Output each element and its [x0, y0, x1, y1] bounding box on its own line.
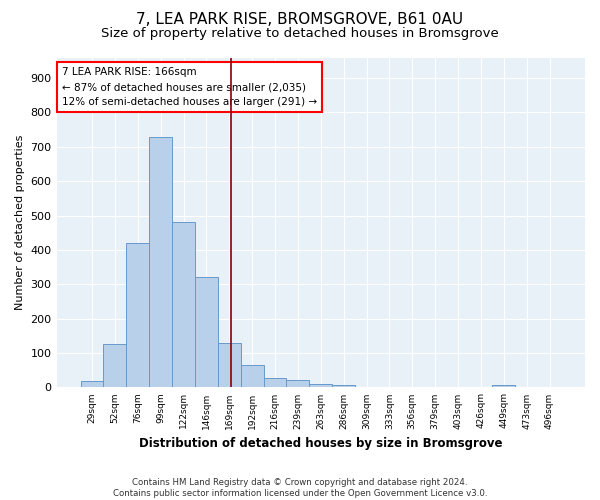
X-axis label: Distribution of detached houses by size in Bromsgrove: Distribution of detached houses by size … [139, 437, 503, 450]
Bar [127, 243, 149, 388]
Text: Contains HM Land Registry data © Crown copyright and database right 2024.
Contai: Contains HM Land Registry data © Crown c… [113, 478, 487, 498]
Bar [263, 378, 286, 388]
Bar [310, 384, 332, 388]
Bar [149, 136, 172, 388]
Bar [241, 365, 263, 388]
Bar [286, 380, 310, 388]
Text: 7 LEA PARK RISE: 166sqm
← 87% of detached houses are smaller (2,035)
12% of semi: 7 LEA PARK RISE: 166sqm ← 87% of detache… [62, 68, 317, 107]
Bar [103, 344, 127, 388]
Bar [80, 380, 103, 388]
Bar [218, 343, 241, 388]
Bar [172, 222, 195, 388]
Bar [493, 384, 515, 388]
Text: Size of property relative to detached houses in Bromsgrove: Size of property relative to detached ho… [101, 28, 499, 40]
Y-axis label: Number of detached properties: Number of detached properties [15, 135, 25, 310]
Text: 7, LEA PARK RISE, BROMSGROVE, B61 0AU: 7, LEA PARK RISE, BROMSGROVE, B61 0AU [136, 12, 464, 28]
Bar [195, 278, 218, 388]
Bar [332, 384, 355, 388]
